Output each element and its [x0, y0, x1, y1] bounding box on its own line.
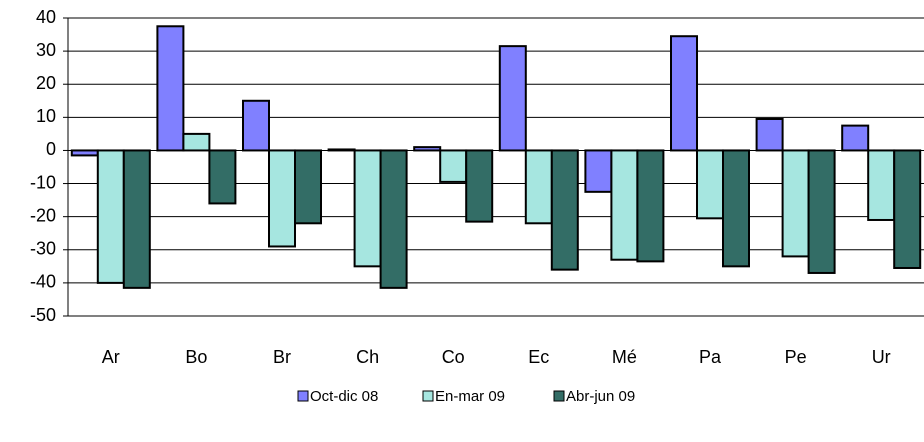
x-tick-label: Ur [872, 347, 891, 367]
x-tick-label: Br [273, 347, 291, 367]
x-tick-label: Mé [612, 347, 637, 367]
x-tick-label: Ar [102, 347, 120, 367]
bar [70, 149, 99, 157]
y-tick-label: -40 [30, 272, 56, 292]
bar [781, 149, 810, 258]
bar [524, 149, 553, 225]
x-tick-label: Co [442, 347, 465, 367]
bar [893, 149, 922, 269]
bar [122, 149, 151, 289]
bar [807, 149, 836, 274]
x-tick-label: Bo [185, 347, 207, 367]
bar [670, 35, 698, 152]
bar [439, 149, 468, 183]
y-tick-label: 0 [46, 139, 56, 159]
bar [294, 149, 322, 225]
legend-swatch [422, 390, 434, 402]
y-tick-label: 30 [36, 40, 56, 60]
bar [327, 148, 356, 152]
x-tick-label: Ec [528, 347, 549, 367]
bar [755, 117, 784, 152]
bar [696, 149, 724, 220]
x-tick-label: Pe [785, 347, 807, 367]
bar [182, 132, 211, 152]
bar [722, 149, 750, 268]
y-tick-label: 40 [36, 7, 56, 27]
bar [498, 45, 527, 152]
bar [550, 149, 579, 271]
bar [867, 149, 896, 221]
bar [413, 146, 442, 152]
y-tick-label: 10 [36, 106, 56, 126]
bar [584, 149, 613, 193]
legend-label: Oct-dic 08 [310, 388, 378, 405]
bar [156, 25, 185, 152]
bar [465, 149, 494, 223]
y-tick-label: 20 [36, 73, 56, 93]
bar [610, 149, 639, 261]
y-tick-label: -50 [30, 305, 56, 325]
legend-swatch [297, 390, 309, 402]
bar [268, 149, 296, 248]
bar [379, 149, 408, 289]
x-tick-label: Ch [356, 347, 379, 367]
legend-label: En-mar 09 [435, 388, 505, 405]
legend-swatch [553, 390, 565, 402]
bar [841, 124, 870, 152]
bar [242, 99, 270, 152]
y-tick-label: -20 [30, 205, 56, 225]
y-tick-label: -30 [30, 239, 56, 259]
bar [96, 149, 125, 284]
bar [636, 149, 665, 263]
bar [208, 149, 237, 205]
y-tick-label: -10 [30, 172, 56, 192]
x-tick-label: Pa [699, 347, 722, 367]
legend-label: Abr-jun 09 [566, 388, 635, 405]
bar [353, 149, 382, 268]
